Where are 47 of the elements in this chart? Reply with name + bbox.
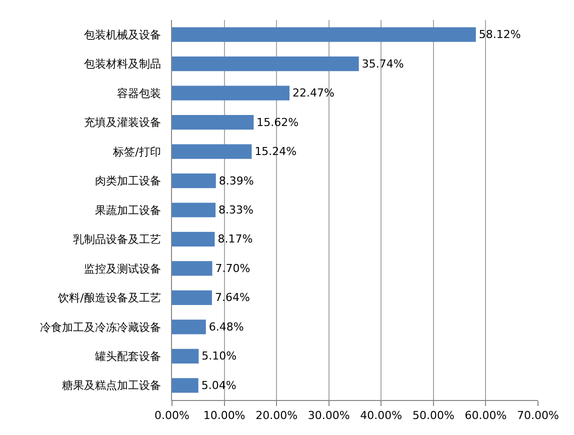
y-tick-label: 标签/打印 — [112, 145, 161, 158]
bar — [172, 290, 212, 305]
y-tick-label: 监控及测试设备 — [84, 262, 161, 276]
bar — [172, 173, 216, 188]
y-tick-label: 充填及灌装设备 — [84, 116, 161, 130]
x-tick-label: 30.00% — [308, 409, 350, 422]
x-tick-label: 10.00% — [203, 409, 246, 422]
y-tick-label: 容器包装 — [116, 86, 161, 100]
x-tick-label: 0.00% — [154, 409, 190, 422]
bar — [172, 27, 476, 42]
y-tick-label: 乳制品设备及工艺 — [72, 233, 161, 246]
bar — [172, 144, 252, 159]
data-label: 8.17% — [218, 232, 253, 246]
data-label: 5.10% — [202, 350, 237, 363]
bar — [172, 348, 199, 364]
y-tick-label: 冷食加工及冷冻冷藏设备 — [40, 320, 161, 334]
data-label: 8.39% — [218, 174, 254, 188]
x-tick-label: 70.00% — [517, 409, 559, 422]
y-tick-label: 包装机械及设备 — [84, 28, 161, 42]
bar — [172, 115, 254, 130]
x-tick-label: 50.00% — [412, 409, 454, 422]
y-tick-label: 饮料/酿造设备及工艺 — [57, 292, 161, 305]
y-tick-label: 罐头配套设备 — [94, 350, 161, 363]
data-label: 15.24% — [254, 145, 297, 158]
x-tick-label: 20.00% — [256, 409, 298, 422]
data-label: 15.62% — [256, 116, 299, 129]
data-label: 35.74% — [362, 57, 404, 70]
y-tick-label: 肉类加工设备 — [94, 174, 161, 188]
bar — [172, 378, 198, 393]
data-label: 22.47% — [292, 86, 334, 100]
y-tick-label: 果蔬加工设备 — [94, 204, 161, 217]
bar — [172, 56, 359, 72]
bar — [172, 320, 206, 334]
data-label: 6.48% — [208, 320, 244, 334]
bar — [172, 261, 212, 276]
x-tick-label: 40.00% — [360, 409, 402, 422]
y-tick-label: 包装材料及制品 — [84, 58, 161, 71]
bar — [172, 86, 290, 100]
y-tick-label: 糖果及糕点加工设备 — [62, 379, 161, 392]
data-label: 8.33% — [218, 204, 254, 216]
bar — [172, 232, 215, 247]
data-label: 5.04% — [201, 378, 236, 392]
data-label: 7.70% — [215, 262, 250, 275]
data-label: 58.12% — [478, 28, 521, 42]
data-label: 7.64% — [214, 291, 250, 304]
bar — [172, 202, 216, 218]
x-tick-label: 60.00% — [464, 409, 507, 422]
